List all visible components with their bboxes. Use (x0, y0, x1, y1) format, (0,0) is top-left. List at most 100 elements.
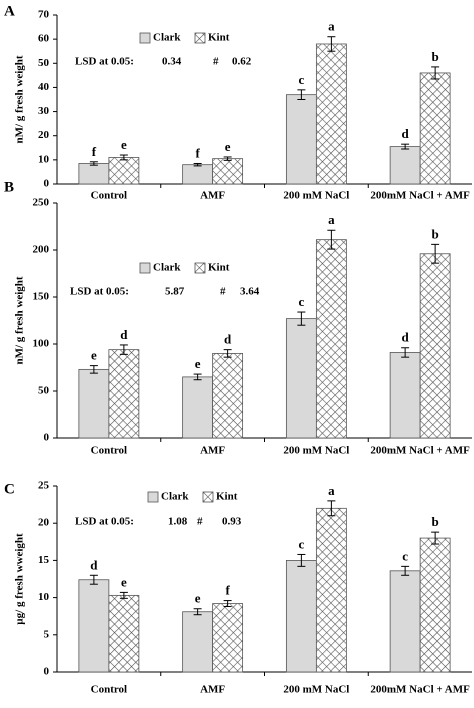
x-tick-label: AMF (200, 445, 225, 457)
legend-swatch (194, 32, 206, 44)
error-bar (327, 229, 336, 250)
y-tick-label: 70 (38, 9, 50, 21)
panel-label: B (4, 179, 14, 195)
significance-letter: c (402, 548, 408, 563)
lsd-text: 5.87 (165, 286, 185, 298)
bar (78, 163, 110, 185)
panel-label: A (4, 3, 15, 19)
significance-letter: d (90, 557, 98, 572)
error-bar (193, 162, 202, 167)
significance-letter: a (328, 483, 335, 498)
error-bar (297, 553, 306, 567)
significance-letter: e (121, 137, 127, 152)
error-bar (223, 349, 232, 358)
legend-swatch (147, 491, 159, 503)
bar (419, 72, 451, 185)
error-bar (89, 365, 98, 374)
y-axis-label: nM/ g fresh weight (14, 276, 26, 364)
bar (389, 352, 421, 439)
significance-letter: c (298, 536, 304, 551)
bar (212, 352, 244, 439)
y-tick-label: 0 (44, 432, 50, 444)
error-bar (223, 600, 232, 608)
bar (78, 579, 110, 673)
y-tick-label: 10 (38, 153, 50, 165)
error-bar (119, 154, 128, 161)
significance-letter: a (328, 212, 335, 227)
error-bar (401, 565, 410, 576)
y-tick-label: 25 (38, 480, 50, 492)
bar (389, 146, 421, 185)
significance-letter: b (432, 226, 439, 241)
y-tick-label: 20 (38, 517, 50, 529)
significance-letter: e (91, 348, 97, 363)
significance-letter: e (225, 139, 231, 154)
lsd-text: 1.08 (168, 516, 188, 528)
legend-label: Clark (161, 491, 189, 503)
legend-label: Kint (216, 491, 238, 503)
significance-letter: e (121, 574, 127, 589)
bar (212, 603, 244, 673)
lsd-text: 0.62 (232, 56, 252, 68)
bar (419, 537, 451, 673)
error-bar (401, 143, 410, 150)
significance-letter: d (402, 330, 410, 345)
y-tick-label: 100 (33, 338, 50, 350)
lsd-text: 3.64 (240, 286, 260, 298)
y-tick-label: 15 (38, 554, 50, 566)
significance-letter: c (298, 294, 304, 309)
error-bar (431, 243, 440, 264)
legend-label: Clark (153, 32, 181, 44)
legend-label: Clark (153, 262, 181, 274)
x-tick-label: 200mM NaCl + AMF (370, 445, 470, 457)
significance-letter: e (195, 591, 201, 606)
significance-letter: b (432, 49, 439, 64)
y-tick-label: 150 (33, 291, 50, 303)
significance-letter: c (298, 72, 304, 87)
x-tick-label: 200 mM NaCl (283, 445, 349, 457)
bar (285, 318, 317, 439)
x-tick-label: AMF (200, 684, 225, 696)
x-tick-label: 200mM NaCl + AMF (370, 190, 470, 202)
y-tick-label: 50 (38, 57, 50, 69)
legend-swatch (139, 262, 151, 274)
y-tick-label: 200 (33, 244, 50, 256)
y-tick-label: 40 (38, 81, 50, 93)
significance-letter: a (328, 19, 335, 34)
bar (182, 611, 214, 673)
error-bar (193, 373, 202, 381)
bar (78, 368, 110, 439)
x-tick-label: 200mM NaCl + AMF (370, 684, 470, 696)
bar (315, 507, 347, 673)
significance-letter: b (432, 514, 439, 529)
bar (182, 376, 214, 439)
bar (389, 570, 421, 673)
error-bar (327, 500, 336, 517)
y-tick-label: 30 (38, 105, 50, 117)
error-bar (223, 156, 232, 161)
lsd-text: 0.93 (222, 516, 242, 528)
bar (285, 94, 317, 185)
y-tick-label: 250 (33, 197, 50, 209)
x-tick-label: 200 mM NaCl (283, 684, 349, 696)
x-tick-label: Control (91, 684, 127, 696)
error-bar (431, 531, 440, 545)
y-axis-label: nM/ g fresh weight (14, 55, 26, 143)
error-bar (89, 161, 98, 166)
significance-letter: f (92, 144, 97, 159)
x-tick-label: 200 mM NaCl (283, 190, 349, 202)
lsd-text: LSD at 0.05: (70, 286, 129, 298)
error-bar (431, 66, 440, 80)
y-tick-label: 50 (38, 385, 50, 397)
panel-label: C (4, 481, 15, 497)
bar (108, 349, 140, 439)
x-tick-label: AMF (200, 190, 225, 202)
significance-letter: d (120, 327, 128, 342)
lsd-text: # (213, 56, 219, 68)
legend-swatch (202, 491, 214, 503)
y-tick-label: 10 (38, 591, 50, 603)
significance-letter: f (195, 145, 200, 160)
lsd-text: LSD at 0.05: (75, 516, 134, 528)
lsd-text: # (220, 286, 226, 298)
